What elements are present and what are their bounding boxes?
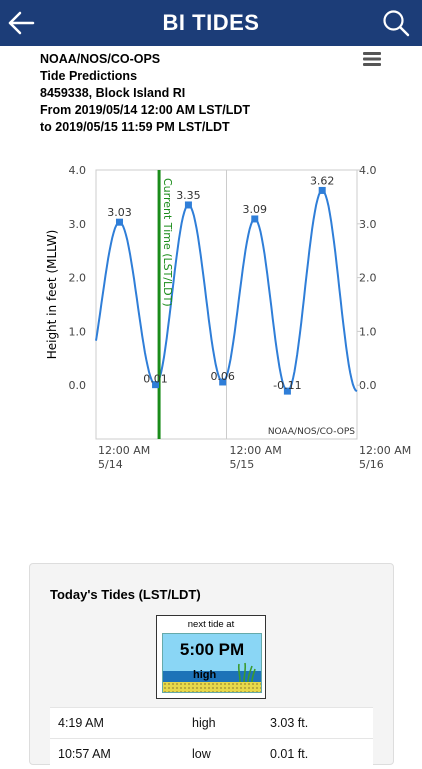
header-product: Tide Predictions — [40, 69, 138, 83]
tide-extreme-marker — [115, 218, 123, 226]
header-source: NOAA/NOS/CO-OPS — [40, 52, 161, 66]
tide-extreme-marker — [219, 378, 227, 386]
tide-height: 3.03 ft. — [270, 716, 309, 730]
prediction-header: NOAA/NOS/CO-OPS Tide Predictions 8459338… — [40, 51, 250, 136]
next-tide-type: high — [193, 669, 217, 681]
sand-graphic — [163, 682, 261, 692]
y-axis-label: Height in feet (MLLW) — [45, 230, 59, 360]
y-tick-label: 3.0 — [69, 218, 87, 231]
y-tick-label-right: 4.0 — [359, 164, 377, 177]
chart-credit: NOAA/NOS/CO-OPS — [268, 427, 355, 437]
tide-prediction-line — [95, 189, 358, 393]
y-tick-label: 2.0 — [69, 272, 87, 285]
x-tick-date: 5/15 — [230, 458, 255, 471]
header-to: to 2019/05/15 11:59 PM LST/LDT — [40, 120, 230, 134]
y-tick-label-right: 3.0 — [359, 218, 377, 231]
table-row: 10:57 AM low 0.01 ft. — [50, 738, 373, 769]
header-from: From 2019/05/14 12:00 AM LST/LDT — [40, 103, 251, 117]
tide-type: low — [192, 747, 211, 761]
x-tick-label: 12:00 AM — [230, 444, 282, 457]
tide-extreme-marker — [152, 381, 160, 389]
y-tick-label: 1.0 — [69, 325, 87, 338]
todays-tides-title: Today's Tides (LST/LDT) — [50, 587, 201, 602]
y-tick-label-right: 1.0 — [359, 325, 377, 338]
todays-tides-card: Today's Tides (LST/LDT) next tide at 5:0… — [29, 563, 394, 769]
tide-time: 4:19 AM — [58, 716, 104, 730]
y-tick-label-right: 2.0 — [359, 272, 377, 285]
tide-extreme-label: 0.06 — [210, 370, 235, 383]
y-tick-label-right: 0.0 — [359, 379, 377, 392]
next-tide-widget: next tide at 5:00 PM high — [156, 615, 266, 699]
tide-height: 0.01 ft. — [270, 747, 309, 761]
next-tide-label: next tide at — [187, 619, 235, 630]
tide-type: high — [192, 716, 216, 730]
current-time-label: Current Time (LST/LDT) — [161, 178, 174, 307]
tide-extreme-label: -0.11 — [273, 379, 301, 392]
y-tick-label: 4.0 — [69, 164, 87, 177]
next-tide-display: 5:00 PM high — [162, 633, 262, 693]
search-icon[interactable] — [382, 9, 410, 37]
tide-extreme-label: 3.03 — [107, 206, 132, 219]
x-tick-label: 12:00 AM — [98, 444, 150, 457]
water-graphic — [163, 671, 261, 682]
back-arrow-icon[interactable] — [6, 9, 36, 37]
tide-extreme-marker — [283, 387, 291, 395]
tide-extreme-label: 3.09 — [243, 203, 268, 216]
tides-table: 4:19 AM high 3.03 ft. 10:57 AM low 0.01 … — [50, 707, 373, 769]
tide-extreme-label: 0.01 — [143, 373, 168, 386]
tide-time: 10:57 AM — [58, 747, 111, 761]
next-tide-time: 5:00 PM — [179, 640, 245, 659]
top-app-bar: BI TIDES — [0, 0, 422, 46]
tide-extreme-marker — [251, 215, 259, 223]
x-tick-label: 12:00 AM — [359, 444, 411, 457]
x-tick-date: 5/14 — [98, 458, 123, 471]
tide-extreme-label: 3.62 — [310, 174, 335, 187]
tide-extreme-label: 3.35 — [176, 189, 201, 202]
tide-extreme-marker — [318, 186, 326, 194]
x-tick-date: 5/16 — [359, 458, 384, 471]
tide-extreme-marker — [184, 201, 192, 209]
hamburger-menu-icon[interactable] — [362, 51, 382, 67]
y-tick-label: 0.0 — [69, 379, 87, 392]
seagrass-icon — [237, 662, 256, 682]
app-title: BI TIDES — [162, 10, 260, 35]
table-row: 4:19 AM high 3.03 ft. — [50, 707, 373, 738]
header-station: 8459338, Block Island RI — [40, 86, 186, 100]
